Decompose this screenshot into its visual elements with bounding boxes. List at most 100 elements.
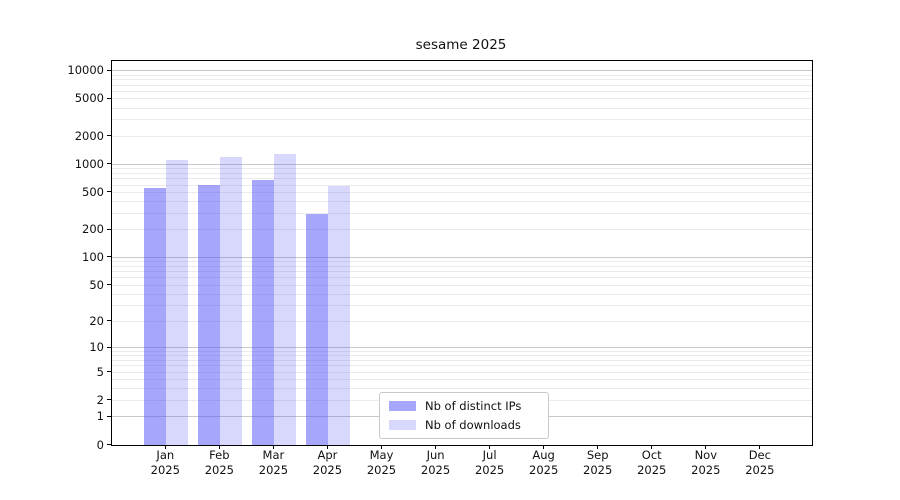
y-tick-label: 1000 <box>74 156 104 171</box>
x-tick-mark <box>381 445 382 449</box>
x-tick-mark <box>218 445 220 449</box>
x-tick-label-line: 2025 <box>150 463 180 477</box>
gridline-minor <box>112 365 812 367</box>
gridline-minor <box>112 98 812 100</box>
x-tick-label-line: 2025 <box>745 463 775 477</box>
x-tick-label-line: 2025 <box>420 463 451 477</box>
x-tick-label-line: Jun <box>426 448 445 462</box>
x-tick-label-line: 2025 <box>691 463 721 477</box>
x-tick-label-line: 2025 <box>529 463 559 477</box>
y-tick-label: 200 <box>82 222 104 237</box>
bar-ips-apr <box>306 213 329 445</box>
legend-label-distinct-ips: Nb of distinct IPs <box>425 399 522 413</box>
y-tick-mark <box>107 163 111 165</box>
x-tick-mark <box>597 445 599 449</box>
x-tick-label-line: 2025 <box>366 463 397 477</box>
x-tick-label-oct: Oct 2025 <box>622 448 682 478</box>
x-tick-mark <box>326 445 328 449</box>
bar-downloads-apr <box>328 186 351 445</box>
bar-ips-jan <box>144 187 167 445</box>
gridline-minor <box>112 79 812 81</box>
gridline-major <box>112 70 812 72</box>
y-tick-label: 1 <box>96 409 104 424</box>
gridline-minor <box>112 261 812 263</box>
x-tick-label-line: Mar <box>262 448 285 462</box>
gridline-minor <box>112 355 812 357</box>
x-tick-label-mar: Mar 2025 <box>243 448 303 478</box>
gridline-minor <box>112 371 812 373</box>
gridline-minor <box>112 350 812 352</box>
y-tick-mark <box>107 444 111 445</box>
x-tick-label-line: Apr <box>317 448 338 462</box>
gridline-minor <box>112 284 812 286</box>
x-tick-label-aug: Aug 2025 <box>514 448 574 478</box>
y-tick-label: 500 <box>82 184 104 199</box>
plot-area <box>111 60 813 446</box>
x-tick-label-line: 2025 <box>583 463 613 477</box>
bar-downloads-jan <box>166 159 189 445</box>
x-tick-mark <box>272 445 274 449</box>
y-tick-mark <box>107 415 111 417</box>
gridline-minor <box>112 320 812 322</box>
gridline-minor <box>112 178 812 180</box>
y-tick-label: 2 <box>96 392 104 407</box>
y-tick-mark <box>107 399 111 401</box>
x-tick-label-jun: Jun 2025 <box>406 448 466 478</box>
x-tick-mark <box>705 445 707 449</box>
x-tick-mark <box>435 445 437 449</box>
y-tick-label: 0 <box>96 437 104 452</box>
gridline-major <box>112 256 812 258</box>
gridline-minor <box>112 277 812 279</box>
x-tick-label-feb: Feb 2025 <box>189 448 249 478</box>
gridline-minor <box>112 229 812 231</box>
x-tick-label-sep: Sep 2025 <box>568 448 628 478</box>
x-tick-label-line: Jul <box>482 448 497 462</box>
bar-ips-feb <box>198 185 221 445</box>
legend-swatch-downloads <box>389 420 416 430</box>
x-tick-label-jul: Jul 2025 <box>460 448 520 478</box>
x-tick-label-apr: Apr 2025 <box>297 448 357 478</box>
gridline-minor <box>112 212 812 214</box>
legend-item-downloads: Nb of downloads <box>389 418 539 432</box>
gridline-minor <box>112 200 812 202</box>
legend-swatch-ips <box>389 401 416 411</box>
x-tick-label-line: May <box>369 448 394 462</box>
x-tick-label-line: Sep <box>586 448 609 462</box>
gridline-major <box>112 347 812 349</box>
gridline-minor <box>112 135 812 137</box>
x-tick-label-may: May 2025 <box>352 448 412 478</box>
x-tick-label-line: Aug <box>532 448 555 462</box>
gridline-minor <box>112 91 812 93</box>
gridline-minor <box>112 271 812 273</box>
gridline-minor <box>112 265 812 267</box>
gridline-minor <box>112 184 812 186</box>
x-tick-label-dec: Dec 2025 <box>730 448 790 478</box>
bar-downloads-feb <box>220 156 243 445</box>
y-tick-mark <box>107 284 111 286</box>
x-tick-label-line: 2025 <box>258 463 289 477</box>
x-tick-label-line: Feb <box>209 448 230 462</box>
gridline-minor <box>112 360 812 362</box>
x-tick-label-line: Nov <box>694 448 718 462</box>
y-tick-mark <box>107 135 111 137</box>
y-tick-mark <box>107 228 111 230</box>
x-tick-mark <box>759 445 761 449</box>
x-tick-label-line: Oct <box>641 448 662 462</box>
legend-label-downloads: Nb of downloads <box>425 418 521 432</box>
x-tick-label-jan: Jan 2025 <box>135 448 195 478</box>
y-tick-mark <box>107 346 111 348</box>
y-tick-label: 2000 <box>74 128 104 143</box>
y-tick-label: 10 <box>89 340 104 355</box>
gridline-minor <box>112 379 812 381</box>
gridline-minor <box>112 84 812 86</box>
y-tick-mark <box>107 97 111 99</box>
gridline-minor <box>112 388 812 390</box>
x-tick-label-line: 2025 <box>204 463 234 477</box>
gridline-minor <box>112 168 812 170</box>
x-tick-mark <box>543 445 545 449</box>
chart-title: sesame 2025 <box>415 37 507 53</box>
gridline-major <box>112 163 812 165</box>
y-tick-mark <box>107 320 111 322</box>
y-tick-label: 5000 <box>74 91 104 106</box>
y-tick-label: 5 <box>96 364 104 379</box>
